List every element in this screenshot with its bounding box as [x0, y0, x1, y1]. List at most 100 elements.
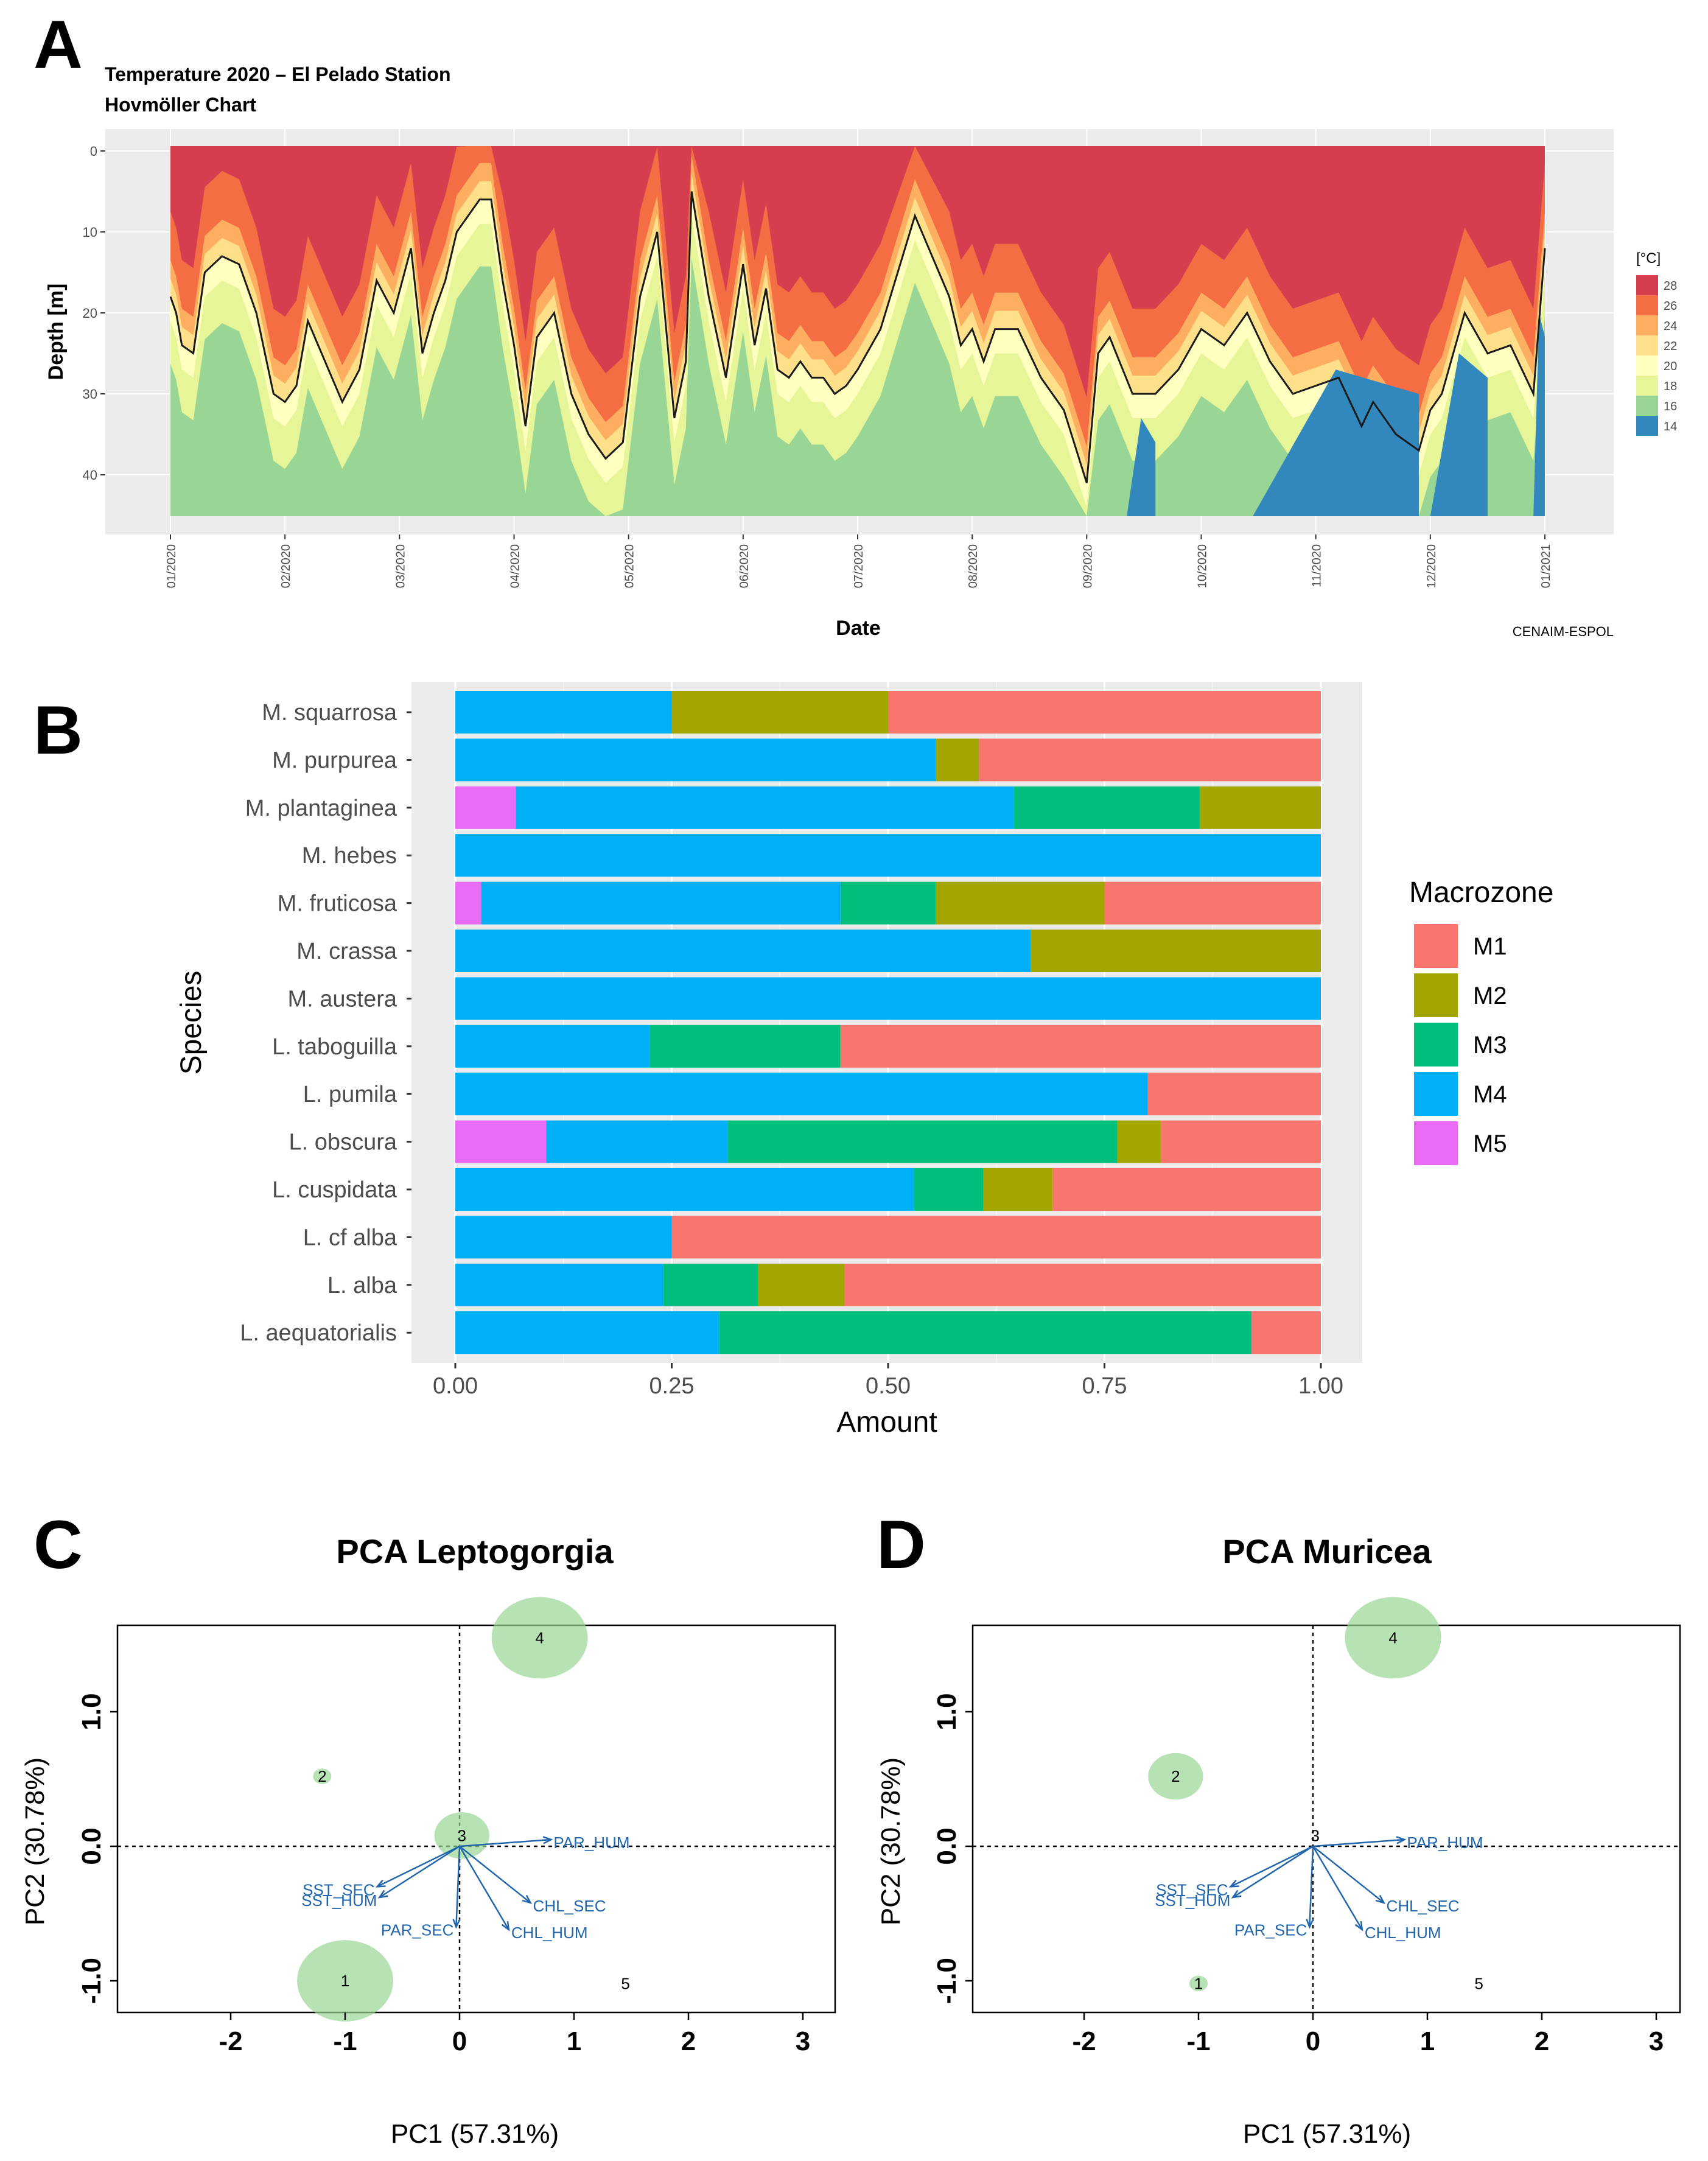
- pca-x-tick-label: 2: [1535, 2026, 1549, 2056]
- hovmoller-x-axis-title: Date: [836, 617, 881, 640]
- pca-x-tick-label: 1: [1420, 2026, 1435, 2056]
- pca-x-tick-label: 0: [452, 2026, 467, 2056]
- pca-site-label: 4: [1388, 1628, 1397, 1647]
- hovmoller-band-14: [1253, 370, 1419, 516]
- hovmoller-band-14: [1533, 313, 1545, 516]
- bar-segment-m2: [1117, 1120, 1161, 1163]
- hovmoller-subtitle: Hovmöller Chart: [105, 94, 256, 116]
- bar-segment-m4: [455, 1311, 719, 1354]
- pca-loading-arrow: [1312, 1838, 1405, 1848]
- hovmoller-legend: [°C] 28 26 24 22 20 18 16 14: [1636, 250, 1677, 436]
- hovmoller-legend-swatch: [1636, 396, 1658, 416]
- bar-x-axis-title: Amount: [836, 1406, 937, 1438]
- hovmoller-band-14: [1430, 353, 1488, 516]
- hovmoller-legend-title: [°C]: [1636, 250, 1661, 267]
- pca-variable-label: CHL_HUM: [511, 1924, 588, 1942]
- hovmoller-y-tick-label: 30: [83, 387, 97, 402]
- pca-variable-label: SST_SEC: [303, 1880, 375, 1899]
- pca-arrow-head: [1228, 1879, 1239, 1888]
- pca-y-tick-label: 1.0: [77, 1693, 107, 1730]
- pca-x-tick-label: -1: [1186, 2026, 1210, 2056]
- pca-variable-label: CHL_SEC: [533, 1897, 606, 1915]
- hovmoller-x-tick-label: 12/2020: [1425, 544, 1438, 588]
- bar-legend-label: M1: [1473, 933, 1507, 960]
- bar-segment-m4: [455, 977, 1321, 1020]
- bar-species-label: L. pumila: [303, 1082, 397, 1107]
- pca-loading-arrow: [459, 1838, 551, 1848]
- bar-segment-m2: [983, 1168, 1053, 1211]
- pca-loading-arrow: [1312, 1846, 1363, 1930]
- bar-segment-m3: [663, 1263, 758, 1306]
- bar-segment-m1: [888, 691, 1321, 734]
- pca-site-bubble: [313, 1768, 332, 1784]
- pca-loading-arrow: [377, 1845, 460, 1888]
- hovmoller-y-tick-label: 10: [83, 225, 97, 240]
- pca-site-bubble: [1189, 1975, 1208, 1992]
- pca-x-tick-label: -1: [333, 2026, 357, 2056]
- hovmoller-legend-label: 26: [1664, 299, 1677, 313]
- pca-arrow-head: [452, 1919, 461, 1929]
- bar-rows: [455, 691, 1321, 1354]
- pca-variable-label: PAR_HUM: [1407, 1834, 1483, 1852]
- bar-species-label: L. obscura: [289, 1130, 397, 1155]
- bar-segment-m1: [671, 1216, 1321, 1259]
- pca-arrow-head: [375, 1879, 386, 1888]
- pca-y-tick-label: 0.0: [932, 1827, 962, 1865]
- hovmoller-y-axis: 0 10 20 30 40: [83, 144, 105, 483]
- bar-legend-swatch: [1414, 1121, 1458, 1165]
- hovmoller-credit: CENAIM-ESPOL: [1513, 624, 1614, 639]
- pca-arrow-head: [1354, 1921, 1363, 1932]
- pca-x-tick-label: 0: [1306, 2026, 1320, 2056]
- bar-segment-m3: [840, 881, 936, 925]
- panel-letter-d: D: [877, 1507, 926, 1583]
- pca-loading-arrow: [455, 1846, 461, 1927]
- bar-segment-m1: [1104, 881, 1321, 925]
- pca-variable-label: PAR_SEC: [1234, 1921, 1307, 1939]
- bar-segment-m2: [936, 881, 1105, 925]
- bar-segment-m4: [455, 1024, 650, 1068]
- pca-arrow-head: [542, 1836, 553, 1844]
- bar-y-axis-title: Species: [175, 971, 208, 1075]
- pca-arrow-head: [522, 1894, 533, 1904]
- bar-species-label: L. cf alba: [303, 1225, 397, 1250]
- hovmoller-x-tick-label: 10/2020: [1196, 544, 1209, 588]
- pca-site-bubble: [1148, 1753, 1203, 1800]
- bar-species-label: M. hebes: [302, 843, 397, 869]
- panel-letter-a: A: [33, 7, 83, 83]
- pca-c-y-axis-title: PC2 (30.78%): [20, 1757, 50, 1925]
- pca-variable-label: CHL_SEC: [1387, 1897, 1460, 1915]
- pca-variable-label: CHL_HUM: [1365, 1924, 1441, 1942]
- bar-x-axis: 0.00 0.25 0.50 0.75 1.00: [433, 1363, 1343, 1399]
- pca-frame: [971, 1624, 1681, 2014]
- pca-arrow-head: [1306, 1919, 1314, 1929]
- pca-variable-label: SST_SEC: [1156, 1880, 1228, 1899]
- bar-legend-swatch: [1414, 973, 1458, 1017]
- bar-segment-m4: [455, 834, 1321, 877]
- bar-legend-swatch: [1414, 1072, 1458, 1116]
- pca-arrow-head: [1231, 1890, 1242, 1899]
- bar-species-label: M. plantaginea: [245, 796, 397, 821]
- bar-segment-m3: [1013, 786, 1200, 829]
- bar-species-label: L. alba: [327, 1273, 397, 1298]
- pca-site-label: 2: [1171, 1767, 1180, 1785]
- pca-arrow-head: [501, 1921, 510, 1932]
- pca-variable-label: SST_HUM: [1155, 1891, 1230, 1910]
- hovmoller-legend-label: 20: [1664, 360, 1677, 373]
- panel-c-pca-leptogorgia: C PCA Leptogorgia 1 2 3 4 5 PAR_HUM SST_SECSST…: [20, 1507, 836, 2149]
- pca-site-label: 4: [535, 1628, 544, 1647]
- bar-segment-m5: [455, 786, 516, 829]
- hovmoller-x-axis: 01/2020 02/2020 03/2020 04/2020 05/2020 06/20…: [165, 534, 1553, 588]
- panel-letter-b: B: [33, 692, 83, 768]
- bar-segment-m3: [914, 1168, 984, 1211]
- pca-site-bubble: [434, 1812, 489, 1859]
- pca-c-title: PCA Leptogorgia: [336, 1532, 614, 1571]
- hovmoller-legend-label: 18: [1664, 380, 1677, 393]
- bar-y-axis: M. squarrosa M. purpurea M. plantaginea M. …: [240, 700, 411, 1346]
- hovmoller-y-tick-label: 40: [83, 468, 97, 483]
- pca-loading-arrow: [458, 1846, 509, 1930]
- pca-d-y-axis-title: PC2 (30.78%): [876, 1757, 906, 1925]
- bar-segment-m3: [649, 1024, 841, 1068]
- pca-d-x-axis-title: PC1 (57.31%): [1243, 2119, 1411, 2149]
